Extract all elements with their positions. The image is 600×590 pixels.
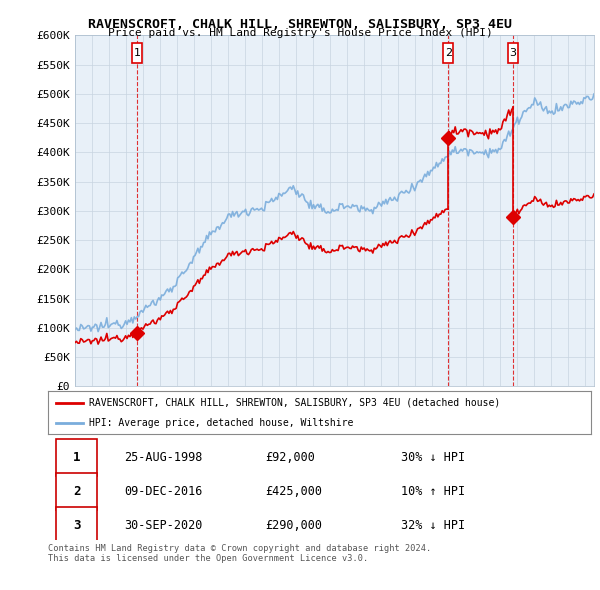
Text: 3: 3: [509, 48, 517, 58]
Text: 1: 1: [134, 48, 140, 58]
Text: £290,000: £290,000: [265, 519, 322, 532]
Text: 3: 3: [73, 519, 80, 532]
Text: Contains HM Land Registry data © Crown copyright and database right 2024.
This d: Contains HM Land Registry data © Crown c…: [48, 544, 431, 563]
Text: 2: 2: [73, 485, 80, 498]
FancyBboxPatch shape: [56, 507, 97, 544]
Text: 2: 2: [445, 48, 452, 58]
Text: £92,000: £92,000: [265, 451, 315, 464]
Text: 30% ↓ HPI: 30% ↓ HPI: [401, 451, 465, 464]
Text: 1: 1: [73, 451, 80, 464]
Text: 09-DEC-2016: 09-DEC-2016: [124, 485, 202, 498]
Text: 30-SEP-2020: 30-SEP-2020: [124, 519, 202, 532]
Text: RAVENSCROFT, CHALK HILL, SHREWTON, SALISBURY, SP3 4EU: RAVENSCROFT, CHALK HILL, SHREWTON, SALIS…: [88, 18, 512, 31]
Text: 10% ↑ HPI: 10% ↑ HPI: [401, 485, 465, 498]
Text: £425,000: £425,000: [265, 485, 322, 498]
Text: Price paid vs. HM Land Registry's House Price Index (HPI): Price paid vs. HM Land Registry's House …: [107, 28, 493, 38]
FancyBboxPatch shape: [508, 42, 518, 63]
Text: 32% ↓ HPI: 32% ↓ HPI: [401, 519, 465, 532]
Text: HPI: Average price, detached house, Wiltshire: HPI: Average price, detached house, Wilt…: [89, 418, 353, 428]
FancyBboxPatch shape: [56, 438, 97, 476]
Text: RAVENSCROFT, CHALK HILL, SHREWTON, SALISBURY, SP3 4EU (detached house): RAVENSCROFT, CHALK HILL, SHREWTON, SALIS…: [89, 398, 500, 408]
FancyBboxPatch shape: [132, 42, 142, 63]
FancyBboxPatch shape: [443, 42, 454, 63]
FancyBboxPatch shape: [56, 473, 97, 510]
Text: 25-AUG-1998: 25-AUG-1998: [124, 451, 202, 464]
